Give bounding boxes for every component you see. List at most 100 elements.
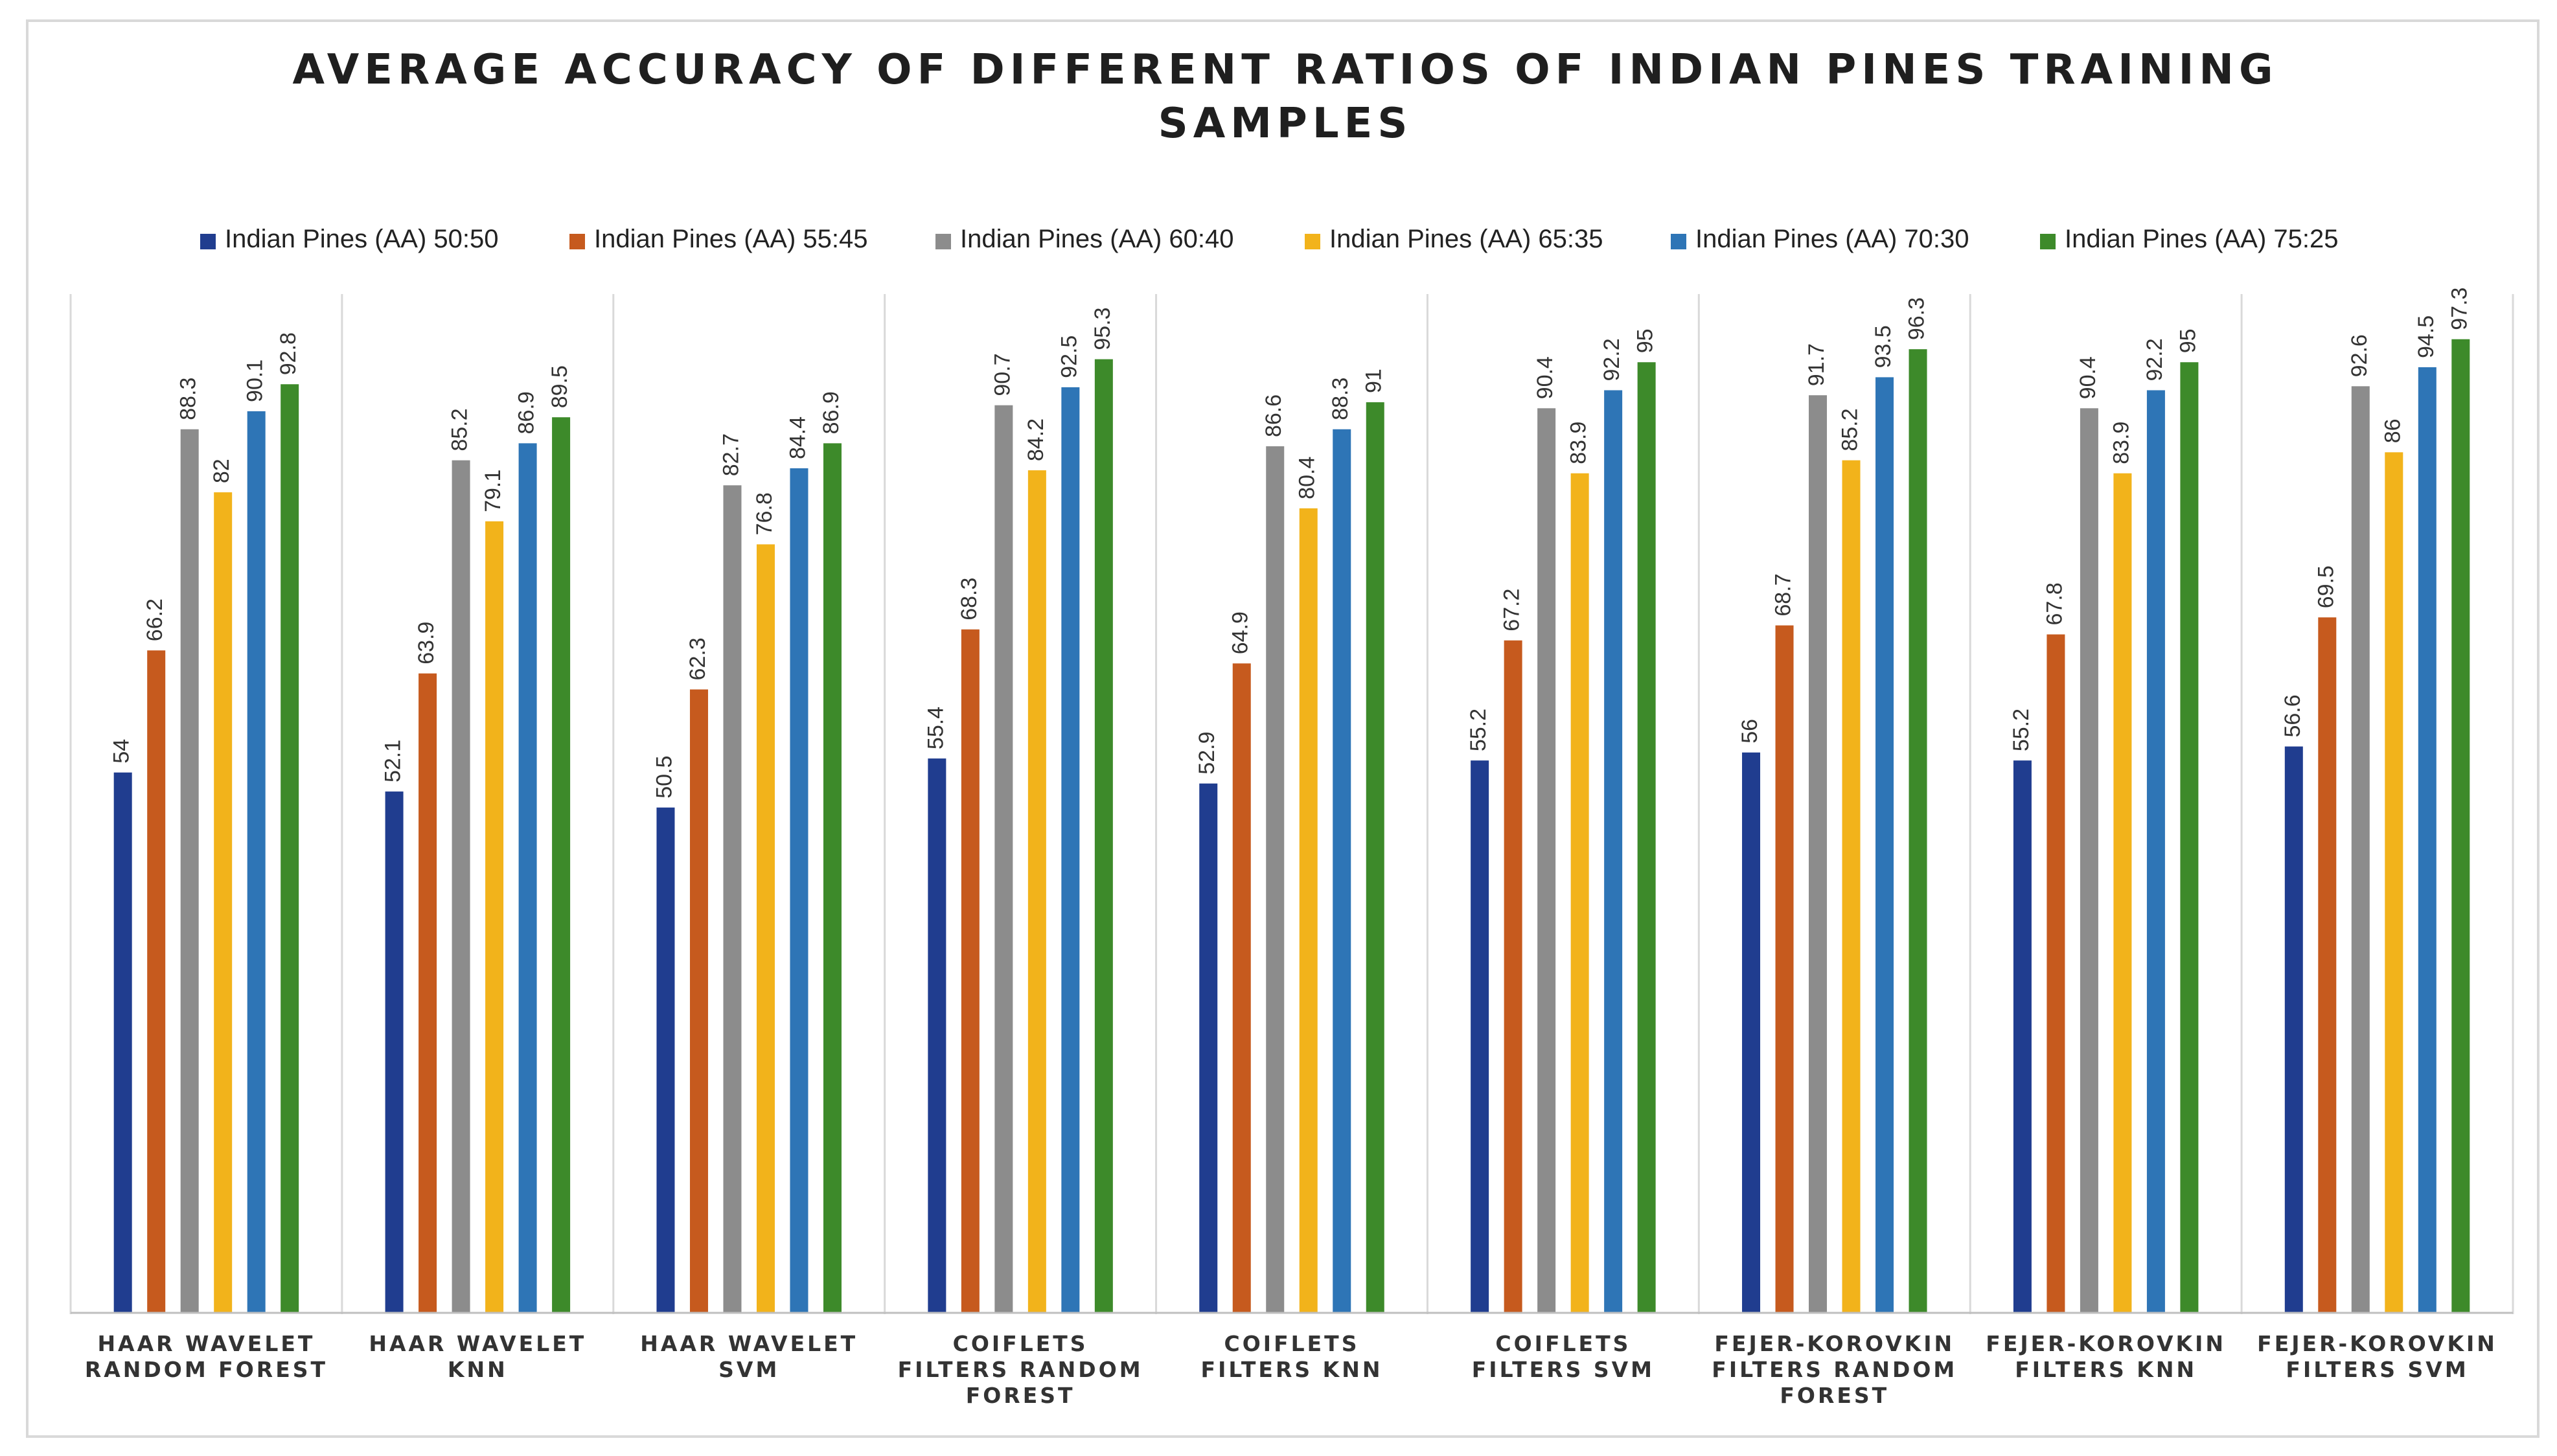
category-label: FILTERS SVM (1472, 1357, 1655, 1382)
data-label: 52.1 (381, 740, 406, 782)
bar (281, 384, 299, 1313)
category-label: FILTERS KNN (1201, 1357, 1383, 1382)
bar (1094, 359, 1113, 1313)
category-label: FILTERS RANDOM (898, 1357, 1143, 1382)
bar (2080, 408, 2098, 1313)
category-label: SVM (718, 1357, 779, 1382)
bar (723, 485, 742, 1314)
legend-label: Indian Pines (AA) 70:30 (1695, 225, 1969, 253)
bar (2180, 362, 2199, 1313)
legend-swatch (569, 234, 585, 249)
data-label: 86.9 (514, 391, 539, 434)
bar (2284, 746, 2303, 1313)
bar (113, 772, 132, 1313)
bar (1232, 663, 1251, 1313)
data-label: 91.7 (1804, 343, 1829, 386)
data-label: 89.5 (547, 365, 572, 408)
data-label: 83.9 (2109, 422, 2133, 464)
category-label: COIFLETS (1495, 1331, 1631, 1356)
data-label: 52.9 (1195, 732, 1219, 775)
bar (1909, 349, 1927, 1313)
data-label: 90.7 (990, 353, 1015, 396)
category-label: COIFLETS (1224, 1331, 1360, 1356)
data-label: 82.7 (718, 433, 743, 476)
bar (2113, 473, 2132, 1313)
category-label: FOREST (1780, 1383, 1889, 1408)
bar (928, 758, 946, 1313)
bar (552, 417, 571, 1313)
bar (1570, 473, 1589, 1313)
legend-swatch (200, 234, 216, 249)
data-label: 56 (1737, 719, 1762, 744)
legend-item: Indian Pines (AA) 50:50 (200, 225, 498, 253)
bar (1299, 508, 1318, 1313)
category-label: KNN (448, 1357, 508, 1382)
category-label: RANDOM FOREST (85, 1357, 328, 1382)
legend-swatch (935, 234, 951, 249)
bar (1061, 387, 1080, 1313)
bar (452, 460, 470, 1314)
bar (2451, 339, 2470, 1313)
legend-swatch (1671, 234, 1686, 249)
legend-label: Indian Pines (AA) 60:40 (960, 225, 1233, 253)
category-label: FEJER-KOROVKIN (1714, 1331, 1955, 1356)
bar (994, 405, 1013, 1313)
data-label: 50.5 (652, 756, 676, 799)
data-label: 55.4 (923, 707, 948, 749)
bar (2385, 452, 2403, 1313)
data-label: 76.8 (752, 492, 777, 535)
bar (823, 443, 842, 1313)
bar (1537, 408, 1556, 1313)
legend-label: Indian Pines (AA) 50:50 (225, 225, 498, 253)
legend-swatch (2040, 234, 2056, 249)
data-label: 94.5 (2414, 315, 2438, 358)
bar (2013, 760, 2032, 1313)
bar (1775, 625, 1794, 1314)
legend-swatch (1305, 234, 1320, 249)
legend-item: Indian Pines (AA) 75:25 (2040, 225, 2338, 253)
legend-item: Indian Pines (AA) 60:40 (935, 225, 1233, 253)
bar (1809, 395, 1828, 1313)
bar (1333, 429, 1351, 1313)
category-label: FILTERS SVM (2286, 1357, 2468, 1382)
category-label: HAAR WAVELET (97, 1331, 315, 1356)
category-label: HAAR WAVELET (369, 1331, 586, 1356)
data-label: 95 (1633, 328, 1658, 353)
bar (961, 629, 980, 1313)
bar (1875, 377, 1894, 1313)
data-label: 64.9 (1228, 611, 1253, 654)
bar (385, 791, 404, 1313)
data-label: 85.2 (1838, 408, 1863, 451)
data-label: 67.2 (1500, 589, 1524, 631)
legend-item: Indian Pines (AA) 70:30 (1671, 225, 1969, 253)
data-label: 69.5 (2313, 565, 2338, 608)
bar (1842, 460, 1861, 1314)
bar (790, 468, 808, 1313)
bar (1199, 783, 1218, 1313)
category-label: FOREST (966, 1383, 1075, 1408)
bar (756, 544, 775, 1314)
data-label: 66.2 (143, 598, 167, 641)
bar (214, 492, 233, 1313)
data-label: 56.6 (2280, 694, 2305, 737)
bar (1366, 402, 1384, 1313)
bar (689, 689, 708, 1313)
chart-title: AVERAGE ACCURACY OF DIFFERENT RATIOS OF … (293, 46, 2273, 148)
category-label: FILTERS RANDOM (1712, 1357, 1957, 1382)
bar (1604, 390, 1623, 1313)
data-label: 95 (2175, 328, 2200, 353)
bar (518, 443, 537, 1313)
bar (1266, 446, 1285, 1313)
bar (147, 650, 166, 1313)
chart-title-line: SAMPLES (1158, 100, 1413, 148)
data-label: 90.4 (2076, 356, 2100, 399)
bar (180, 429, 199, 1313)
bar (1504, 640, 1522, 1313)
data-label: 93.5 (1871, 325, 1896, 368)
bar (1471, 760, 1489, 1313)
bar (1637, 362, 1656, 1313)
data-label: 86.6 (1261, 394, 1286, 437)
data-label: 95.3 (1090, 307, 1115, 350)
bar (419, 673, 437, 1313)
data-label: 55.2 (2009, 709, 2034, 751)
